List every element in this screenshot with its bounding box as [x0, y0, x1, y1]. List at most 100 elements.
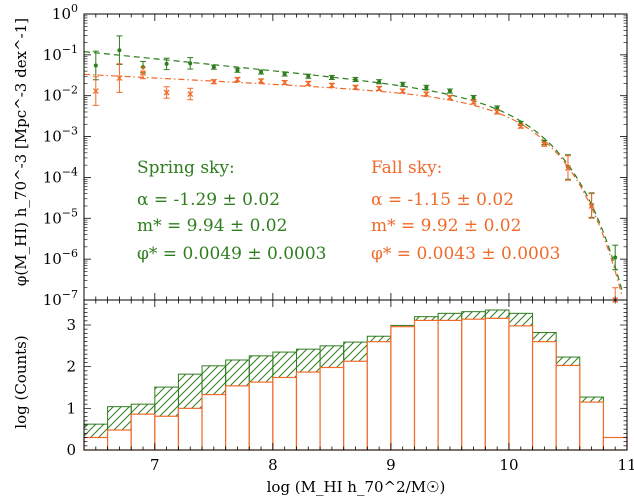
spring-title: Spring sky: [137, 158, 235, 178]
fall-hist-bar [130, 413, 156, 451]
point-marker [187, 91, 194, 97]
x-tick-label: 9 [386, 456, 396, 474]
spring-alpha: α = -1.29 ± 0.02 [137, 190, 280, 210]
point-marker [116, 75, 123, 82]
x-axis-label: log (M_HI h_70^2/M☉) [267, 478, 446, 496]
point-marker [399, 88, 406, 95]
spring-data-point [470, 95, 477, 101]
x-tick-label: 11 [617, 456, 634, 474]
fall-hist-bar [272, 376, 298, 451]
fall-data-point [163, 86, 170, 99]
fall-data-point [352, 84, 359, 91]
fall-alpha: α = -1.15 ± 0.02 [371, 190, 514, 210]
point-marker [565, 165, 571, 171]
point-marker [93, 63, 98, 68]
fall-hist-bar [177, 407, 203, 451]
fall-hist-bar [154, 415, 180, 451]
fall-mstar: m* = 9.92 ± 0.02 [371, 216, 521, 236]
spring-data-point [305, 73, 312, 79]
fall-data-point [281, 79, 288, 86]
fall-data-point [258, 77, 265, 84]
top-y-axis-label: φ(M_HI) h_70^-3 [Mpc^-3 dex^-1] [12, 18, 30, 286]
fall-hist-bar [319, 366, 345, 451]
y-tick-label: 10−2 [43, 84, 78, 105]
y-tick-label: 0 [66, 441, 76, 459]
fall-hist-bar [508, 325, 534, 451]
spring-data-point [446, 88, 453, 94]
y-tick-label: 1 [66, 399, 76, 417]
point-marker [517, 123, 524, 130]
spring-data-point [116, 35, 123, 66]
bottom-panel: 7 8 9 10 11 0 1 2 3 [66, 14, 634, 474]
fall-data-point [234, 76, 241, 83]
fall-title: Fall sky: [371, 158, 442, 178]
point-marker [495, 106, 500, 111]
point-marker [377, 79, 382, 84]
spring-data-point [234, 67, 241, 73]
point-marker [424, 85, 429, 90]
point-marker [92, 88, 99, 95]
fall-hist-bar [437, 319, 463, 451]
y-tick-label: 10−1 [43, 43, 78, 64]
point-marker [588, 203, 595, 209]
bottom-y-axis-label: log (Counts) [12, 335, 30, 428]
spring-data-point [163, 57, 170, 71]
fall-data-point [376, 85, 383, 92]
fall-phistar: φ* = 0.0043 ± 0.0003 [371, 244, 560, 264]
y-tick-label: 10−4 [43, 165, 78, 186]
spring-mstar: m* = 9.94 ± 0.02 [137, 216, 287, 236]
point-marker [423, 91, 430, 97]
fall-data-point [588, 193, 595, 219]
point-marker [353, 77, 358, 82]
fall-hist-bar [531, 341, 557, 451]
x-tick-label: 8 [268, 456, 278, 474]
point-marker [447, 89, 452, 94]
y-tick-label: 10−5 [43, 206, 78, 227]
point-marker [210, 78, 217, 85]
point-marker [400, 82, 405, 87]
fall-data-point [470, 99, 477, 106]
x-tick-label: 10 [499, 456, 518, 474]
fall-hist-bar [248, 381, 274, 451]
y-tick-label: 3 [66, 316, 76, 334]
y-tick-label: 10−3 [43, 125, 78, 146]
fall-data-point [517, 123, 524, 130]
y-tick-label: 10−6 [43, 247, 78, 268]
fall-data-point [446, 94, 453, 101]
fall-data-point [328, 82, 335, 89]
point-marker [164, 61, 169, 66]
fall-data-point [305, 80, 312, 87]
point-marker [306, 74, 311, 79]
spring-phistar: φ* = 0.0049 ± 0.0003 [137, 244, 326, 264]
point-marker [541, 141, 548, 148]
spring-data-point [612, 244, 619, 271]
fall-hist-bar [343, 360, 368, 451]
fall-data-point [140, 66, 147, 80]
fall-hist-bar [461, 318, 486, 451]
fall-data-point [116, 63, 123, 93]
point-marker [281, 79, 288, 86]
point-marker [376, 85, 383, 92]
fall-hist-bar [413, 319, 439, 451]
fall-hist-bar [555, 364, 581, 451]
fall-data-point [210, 78, 217, 85]
spring-data-point [281, 71, 288, 77]
fall-data-point [399, 88, 406, 95]
point-marker [494, 109, 501, 115]
spring-data-point [423, 84, 430, 90]
spring-data-point [258, 69, 265, 75]
point-marker [211, 65, 216, 70]
point-marker [329, 75, 334, 80]
point-marker [163, 89, 170, 96]
point-marker [446, 94, 453, 101]
fall-data-point [92, 76, 99, 106]
fall-data-point [541, 141, 548, 148]
point-marker [471, 95, 476, 100]
spring-data-point [210, 64, 217, 70]
x-tick-label: 7 [150, 456, 160, 474]
point-marker [188, 61, 193, 66]
point-marker [352, 84, 359, 91]
point-marker [328, 82, 335, 89]
fall-hist-bar [201, 393, 227, 451]
point-marker [305, 80, 312, 87]
